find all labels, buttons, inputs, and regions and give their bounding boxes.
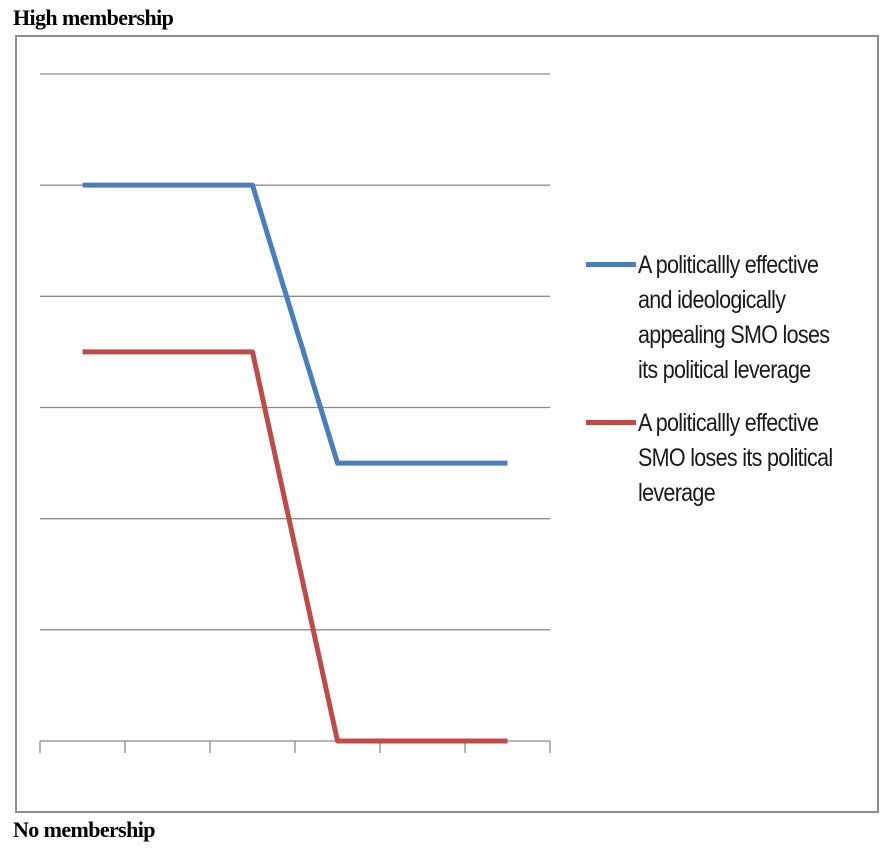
legend-swatch-blue bbox=[586, 262, 636, 267]
series-line-red bbox=[82, 349, 508, 744]
gridlines bbox=[40, 73, 550, 631]
series-line-blue bbox=[82, 182, 508, 466]
no-membership-label: No membership bbox=[13, 817, 156, 842]
chart-frame bbox=[15, 35, 879, 813]
legend-label-blue: A politicallly effective and ideological… bbox=[638, 251, 830, 384]
high-membership-label: High membership bbox=[13, 5, 174, 30]
series-lines bbox=[82, 182, 508, 744]
legend-swatch-red bbox=[586, 420, 636, 425]
legend-item-red: A politicallly effective SMO loses its p… bbox=[586, 406, 871, 511]
legend-label-red: A politicallly effective SMO loses its p… bbox=[638, 409, 833, 507]
legend: A politicallly effective and ideological… bbox=[586, 248, 871, 529]
legend-item-blue: A politicallly effective and ideological… bbox=[586, 248, 871, 388]
